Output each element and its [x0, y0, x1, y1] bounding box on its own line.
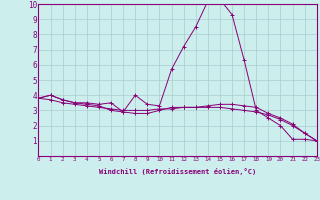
X-axis label: Windchill (Refroidissement éolien,°C): Windchill (Refroidissement éolien,°C) — [99, 168, 256, 175]
